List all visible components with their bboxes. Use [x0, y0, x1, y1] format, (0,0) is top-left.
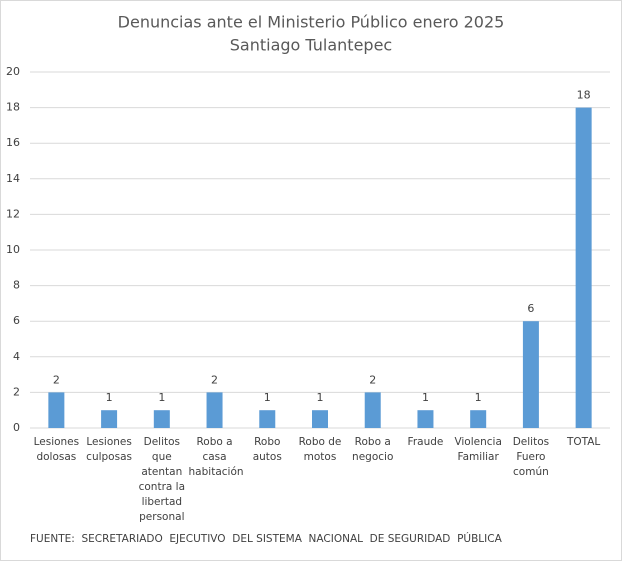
value-label: 1	[475, 391, 482, 404]
x-tick-label: Lesiones culposas	[86, 436, 132, 463]
bar	[417, 410, 434, 428]
y-tick-label: 12	[6, 207, 20, 220]
x-tick-label: Robo autos	[252, 436, 282, 463]
value-label: 1	[264, 391, 271, 404]
bar	[153, 410, 170, 428]
value-label: 2	[369, 373, 376, 386]
y-tick-label: 0	[13, 421, 20, 434]
bar	[259, 410, 276, 428]
y-tick-label: 16	[6, 136, 20, 149]
value-label: 18	[577, 89, 591, 102]
bar	[470, 410, 487, 428]
chart-subtitle: Santiago Tulantepec	[230, 36, 392, 55]
y-tick-label: 8	[13, 279, 20, 292]
value-label: 1	[106, 391, 113, 404]
value-label: 1	[158, 391, 165, 404]
value-label: 6	[527, 302, 534, 315]
y-tick-label: 2	[13, 385, 20, 398]
x-tick-label: Lesiones dolosas	[33, 436, 80, 463]
bar	[364, 392, 381, 428]
x-tick-label: Robo a casa habitación	[188, 436, 244, 478]
y-tick-label: 14	[6, 172, 20, 185]
value-label: 1	[317, 391, 324, 404]
x-tick-label: Violencia Familiar	[454, 436, 502, 463]
bar	[101, 410, 118, 428]
value-label: 1	[422, 391, 429, 404]
y-tick-label: 6	[13, 314, 20, 327]
y-tick-label: 18	[6, 101, 20, 114]
bar	[312, 410, 328, 428]
bar	[575, 107, 592, 428]
x-tick-label: Robo a negocio	[352, 436, 394, 463]
y-tick-label: 20	[6, 65, 20, 78]
chart-title: Denuncias ante el Ministerio Público ene…	[118, 13, 505, 32]
bar	[522, 321, 539, 428]
value-label: 2	[211, 373, 218, 386]
x-tick-label: Robo de motos	[298, 436, 342, 463]
bar	[206, 392, 223, 428]
source-note: FUENTE: SECRETARIADO EJECUTIVO DEL SISTE…	[30, 533, 502, 545]
bar	[48, 392, 65, 428]
x-tick-label: Delitos que atentan contra la libertad p…	[138, 436, 186, 523]
x-tick-label: Fraude	[407, 436, 444, 448]
y-tick-label: 10	[6, 243, 20, 256]
x-tick-label: Delitos Fuero común	[512, 436, 550, 478]
y-tick-label: 4	[13, 350, 20, 363]
x-tick-label: TOTAL	[566, 436, 601, 448]
value-label: 2	[53, 373, 60, 386]
